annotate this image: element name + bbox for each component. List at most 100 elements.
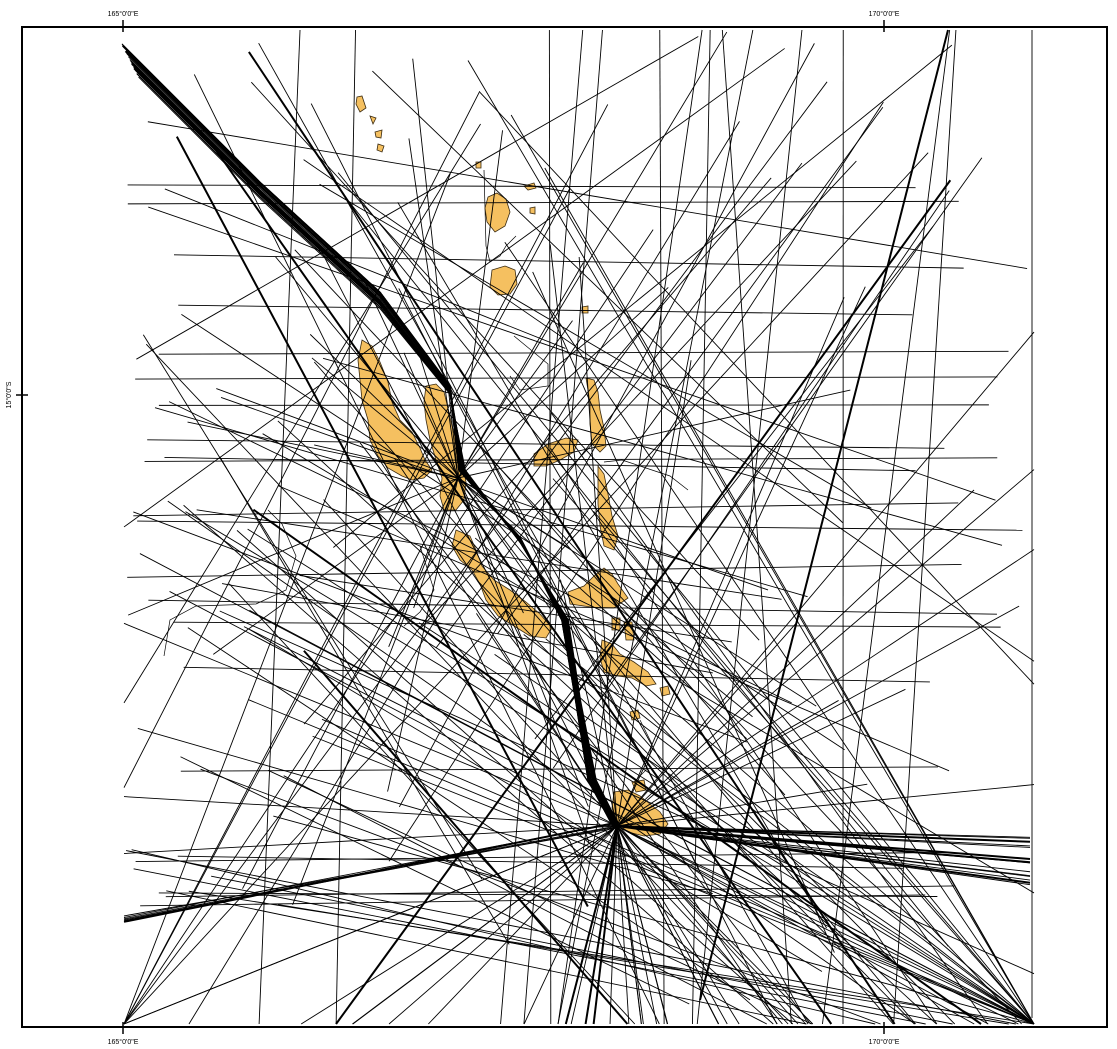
- ship-track: [147, 439, 945, 449]
- ship-track: [168, 401, 792, 704]
- ship-track: [616, 825, 814, 1025]
- ship-track: [303, 177, 772, 725]
- ship-track: [616, 825, 668, 1025]
- ship-track: [616, 549, 1035, 827]
- bathymetry-contour: [509, 335, 549, 391]
- island-shape: [451, 529, 553, 639]
- ship-track: [609, 825, 618, 1025]
- ship-track: [242, 477, 459, 889]
- ship-track: [183, 666, 930, 683]
- bathymetry-contour: [163, 509, 297, 657]
- ship-track: [144, 457, 998, 462]
- ship-track: [532, 271, 835, 953]
- ship-track: [213, 477, 459, 655]
- ship-track: [123, 229, 654, 1025]
- ship-track: [219, 456, 510, 945]
- ship-track: [250, 81, 760, 641]
- ship-track: [504, 241, 1035, 1025]
- ship-track: [178, 304, 913, 316]
- ship-track: [173, 254, 964, 269]
- ship-track: [252, 508, 982, 1025]
- ship-track: [523, 825, 618, 1025]
- ship-track: [211, 875, 953, 1025]
- lon-label-165-top: 165°0'0"E: [108, 10, 139, 18]
- ship-track: [403, 352, 459, 479]
- island-shape: [659, 685, 671, 697]
- ship-track: [123, 152, 929, 1025]
- ship-track: [137, 728, 714, 895]
- ship-track: [616, 783, 868, 827]
- ship-track: [699, 29, 949, 1001]
- ship-track: [616, 825, 1031, 843]
- ship-track: [479, 92, 1035, 685]
- ship-track: [221, 583, 713, 674]
- ship-track: [352, 825, 618, 1025]
- ship-track: [696, 29, 803, 1025]
- ship-track: [273, 815, 1035, 1025]
- ship-track: [616, 297, 845, 827]
- ship-track: [616, 825, 1031, 864]
- lat-label-15: 15°0'0"S: [5, 381, 13, 408]
- ship-track: [616, 825, 1031, 877]
- island-shape: [533, 437, 579, 467]
- ship-track: [164, 457, 916, 472]
- ship-track: [659, 29, 665, 1025]
- ship-track: [173, 621, 1001, 628]
- ship-track: [318, 245, 618, 827]
- ship-track: [123, 825, 618, 1025]
- ship-track: [187, 421, 459, 479]
- ship-track: [387, 477, 459, 792]
- ship-track: [123, 91, 481, 788]
- ship-track: [457, 477, 817, 707]
- ship-track: [180, 766, 938, 772]
- ship-track: [142, 334, 483, 880]
- ship-track: [158, 404, 989, 406]
- ship-track: [361, 274, 459, 479]
- ship-track: [219, 610, 1035, 975]
- ship-track: [309, 334, 459, 479]
- ship-track: [158, 892, 938, 897]
- ship-track: [604, 157, 983, 688]
- ship-track: [123, 796, 618, 827]
- bathymetry-contour: [603, 459, 689, 491]
- ship-track: [267, 769, 813, 1025]
- ship-track: [418, 622, 1035, 1025]
- ship-track: [123, 825, 618, 854]
- ship-track: [312, 735, 1035, 1025]
- ship-track: [372, 70, 844, 524]
- ship-track: [322, 357, 1003, 546]
- ship-track: [691, 29, 711, 1025]
- ship-track: [480, 445, 786, 796]
- island-shape: [369, 115, 377, 125]
- lon-label-170-bottom: 170°0'0"E: [869, 1038, 900, 1046]
- ship-track: [551, 412, 989, 1025]
- ship-track: [133, 502, 959, 517]
- ship-track: [721, 29, 792, 1025]
- ship-track: [123, 188, 571, 1025]
- ship-track: [457, 477, 589, 807]
- ship-track: [616, 825, 630, 1025]
- ship-track: [135, 376, 998, 380]
- ship-track: [616, 489, 975, 827]
- ship-track: [123, 123, 481, 704]
- ship-track: [123, 825, 617, 920]
- ship-track: [616, 469, 1035, 827]
- ship-track: [413, 477, 459, 609]
- ship-track: [210, 143, 833, 1025]
- ship-track: [474, 537, 1035, 1025]
- ship-track: [137, 520, 1023, 531]
- ship-track: [303, 159, 1035, 662]
- ship-track: [277, 904, 1009, 1025]
- ship-track: [584, 825, 618, 1025]
- ship-track: [262, 433, 1035, 894]
- ship-track: [523, 29, 603, 1025]
- ship-track: [220, 397, 769, 591]
- ship-track: [127, 477, 459, 616]
- ship-track: [545, 638, 1035, 1025]
- ship-track: [398, 288, 700, 869]
- ship-track: [188, 121, 740, 1025]
- ship-track: [158, 350, 1009, 355]
- ship-track: [165, 885, 955, 898]
- ship-track: [177, 855, 903, 869]
- ship-track: [359, 442, 811, 1025]
